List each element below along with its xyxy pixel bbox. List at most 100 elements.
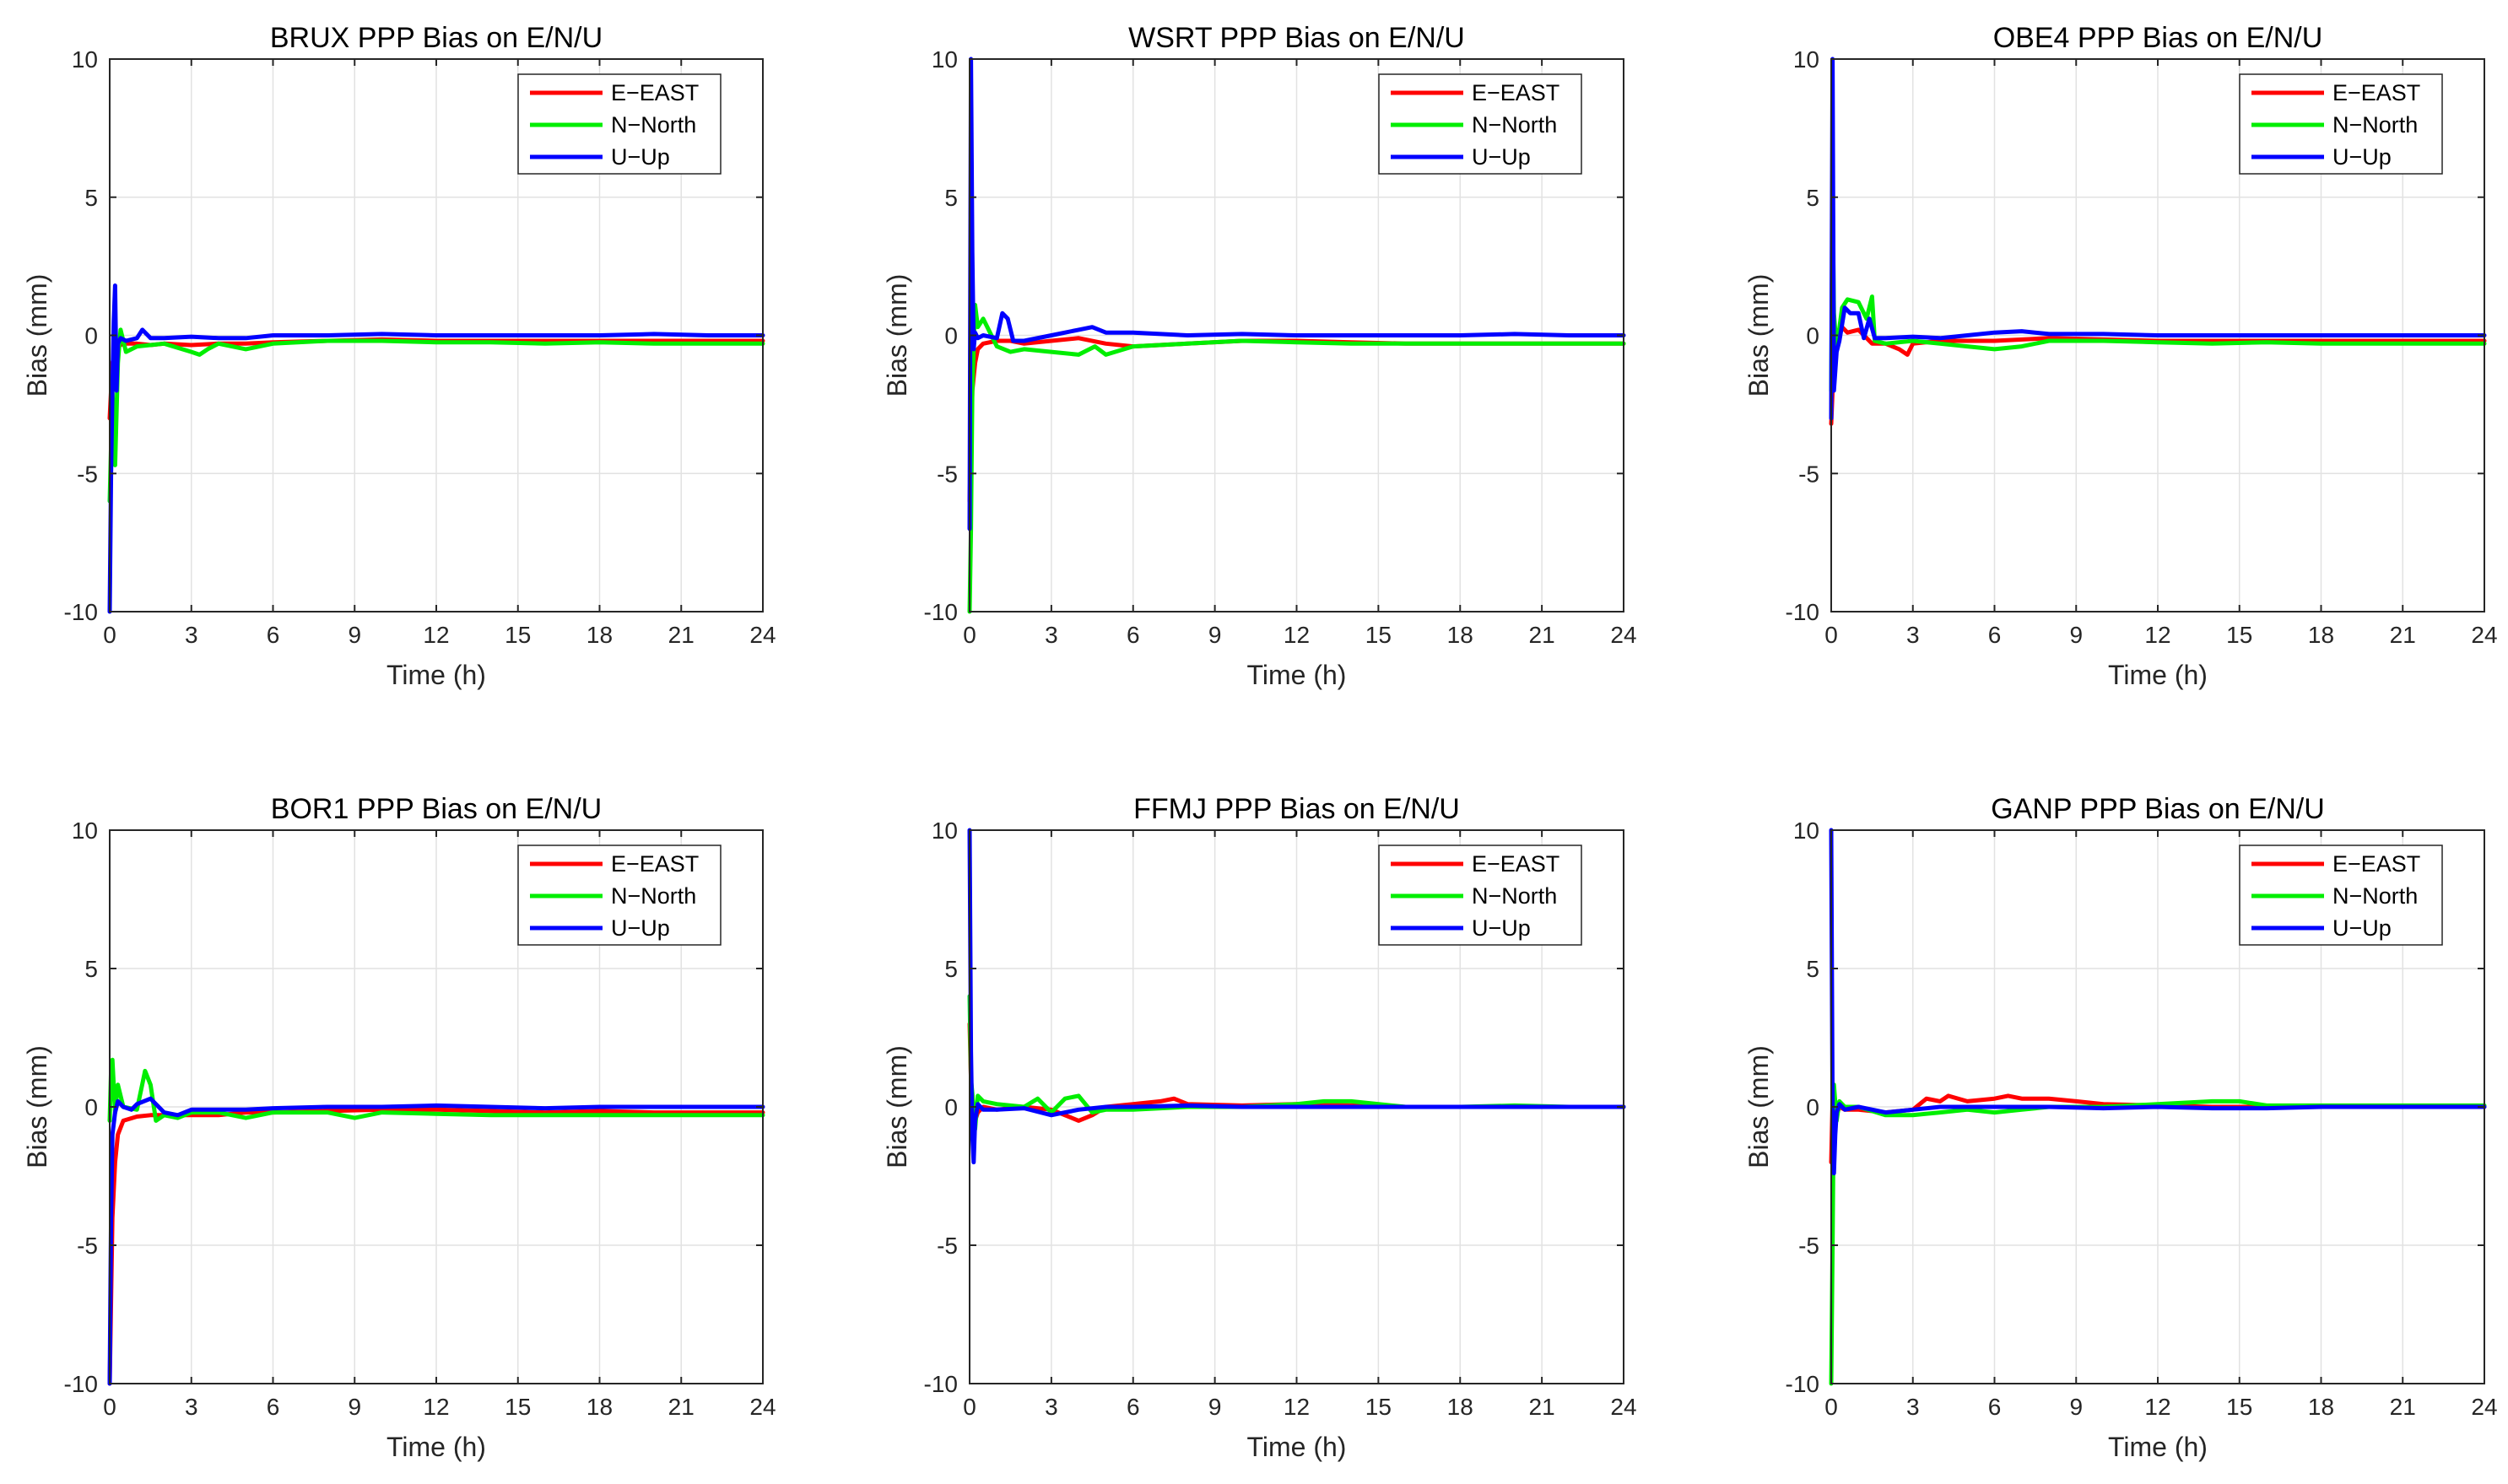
x-tick-label: 12 [2144,1394,2170,1420]
x-tick-label: 12 [1284,1394,1310,1420]
legend-label-up: U−Up [1472,144,1531,170]
series-line-up [967,57,1626,532]
x-tick-label: 3 [1906,1394,1920,1420]
series-line-north [967,303,1626,614]
y-axis-label: Bias (mm) [882,1045,912,1168]
y-tick-label: 0 [944,323,958,349]
y-axis-label: Bias (mm) [882,274,912,397]
x-tick-label: 24 [2471,1394,2497,1420]
legend-label-east: E−EAST [611,80,699,105]
x-tick-label: 9 [1208,622,1222,648]
y-tick-label: -5 [77,1233,98,1259]
x-tick-label: 9 [348,622,361,648]
x-tick-label: 9 [348,1394,361,1420]
y-tick-label: -10 [1786,599,1819,625]
chart-title: GANP PPP Bias on E/N/U [1991,793,2325,825]
chart-title: WSRT PPP Bias on E/N/U [1128,22,1465,54]
chart-panel-5: 0 3 6 9 12 15 18 21 24 -10 -5 0 5 10 FFMJ PPP Bias on … [882,793,1637,1462]
x-tick-label: 12 [423,1394,449,1420]
x-axis-label: Time (h) [386,1432,486,1462]
series-line-up [107,1096,765,1386]
x-tick-label: 15 [1365,1394,1392,1420]
x-tick-label: 24 [749,1394,776,1420]
legend: E−EAST N−North U−Up [2239,73,2443,175]
legend-label-up: U−Up [2332,144,2392,170]
x-tick-label: 0 [103,1394,116,1420]
chart-title: BOR1 PPP Bias on E/N/U [271,793,602,825]
legend-label-east: E−EAST [1472,851,1559,877]
x-tick-label: 21 [2390,622,2416,648]
x-tick-label: 0 [963,1394,976,1420]
x-tick-label: 6 [1988,1394,2002,1420]
y-tick-label: 10 [1793,46,1819,73]
x-tick-label: 15 [505,622,531,648]
x-axis-label: Time (h) [2108,1432,2208,1462]
x-tick-label: 12 [2144,622,2170,648]
y-tick-label: 10 [72,46,98,73]
x-tick-label: 0 [1824,622,1838,648]
legend-label-north: N−North [611,883,696,909]
legend: E−EAST N−North U−Up [517,73,722,175]
x-tick-label: 18 [1447,622,1473,648]
legend: E−EAST N−North U−Up [2239,845,2443,946]
legend-label-east: E−EAST [611,851,699,877]
y-tick-label: -10 [1786,1371,1819,1397]
y-tick-label: 5 [944,185,958,211]
chart-panel-6: 0 3 6 9 12 15 18 21 24 -10 -5 0 5 10 GANP PPP Bias on … [1743,793,2498,1462]
x-tick-label: 12 [1284,622,1310,648]
y-tick-label: -5 [1798,461,1819,487]
x-tick-label: 21 [2390,1394,2416,1420]
chart-title: BRUX PPP Bias on E/N/U [270,22,603,54]
x-tick-label: 3 [1045,1394,1058,1420]
legend-label-east: E−EAST [2332,851,2420,877]
chart-panel-4: 0 3 6 9 12 15 18 21 24 -10 -5 0 5 10 BOR1 PPP Bias on … [22,793,776,1462]
x-tick-label: 21 [668,622,695,648]
y-axis-label: Bias (mm) [1743,274,1774,397]
chart-title: FFMJ PPP Bias on E/N/U [1133,793,1460,825]
legend-label-up: U−Up [1472,915,1531,941]
x-tick-label: 3 [1045,622,1058,648]
x-tick-label: 6 [267,622,280,648]
x-tick-label: 6 [1988,622,2002,648]
x-tick-label: 15 [1365,622,1392,648]
y-axis-label: Bias (mm) [1743,1045,1774,1168]
x-tick-label: 9 [1208,1394,1222,1420]
series-line-up [967,828,1626,1165]
series-line-east [107,1107,765,1386]
x-tick-label: 18 [1447,1394,1473,1420]
y-axis-label: Bias (mm) [22,1045,52,1168]
y-tick-label: 10 [932,46,958,73]
x-tick-label: 0 [1824,1394,1838,1420]
legend-label-north: N−North [2332,112,2418,138]
legend-label-up: U−Up [2332,915,2392,941]
x-tick-label: 9 [2069,1394,2083,1420]
series-line-up [1829,57,2487,421]
legend-label-north: N−North [611,112,696,138]
chart-panel-2: 0 3 6 9 12 15 18 21 24 -10 -5 0 5 10 WSRT PPP Bias on … [882,22,1637,690]
x-tick-label: 24 [749,622,776,648]
x-tick-label: 0 [103,622,116,648]
x-tick-label: 3 [1906,622,1920,648]
y-tick-label: 5 [1806,185,1819,211]
y-tick-label: -5 [937,1233,958,1259]
legend-label-up: U−Up [611,915,670,941]
x-tick-label: 15 [2226,1394,2252,1420]
y-tick-label: 0 [84,323,98,349]
y-tick-label: 5 [84,956,98,982]
series-line-up [1829,828,2487,1176]
y-tick-label: 10 [72,818,98,844]
x-tick-label: 24 [1610,1394,1636,1420]
x-axis-label: Time (h) [1247,1432,1347,1462]
y-tick-label: -10 [924,599,958,625]
x-tick-label: 15 [505,1394,531,1420]
chart-panel-3: 0 3 6 9 12 15 18 21 24 -10 -5 0 5 10 OBE4 PPP Bias on … [1743,22,2498,690]
legend-label-east: E−EAST [1472,80,1559,105]
series-line-north [1829,195,2487,393]
y-tick-label: -10 [924,1371,958,1397]
x-tick-label: 18 [586,1394,613,1420]
x-tick-label: 24 [2471,622,2497,648]
x-tick-label: 18 [2308,622,2334,648]
series-line-north [107,1057,765,1123]
y-tick-label: 0 [84,1094,98,1120]
series-line-up [107,283,765,614]
